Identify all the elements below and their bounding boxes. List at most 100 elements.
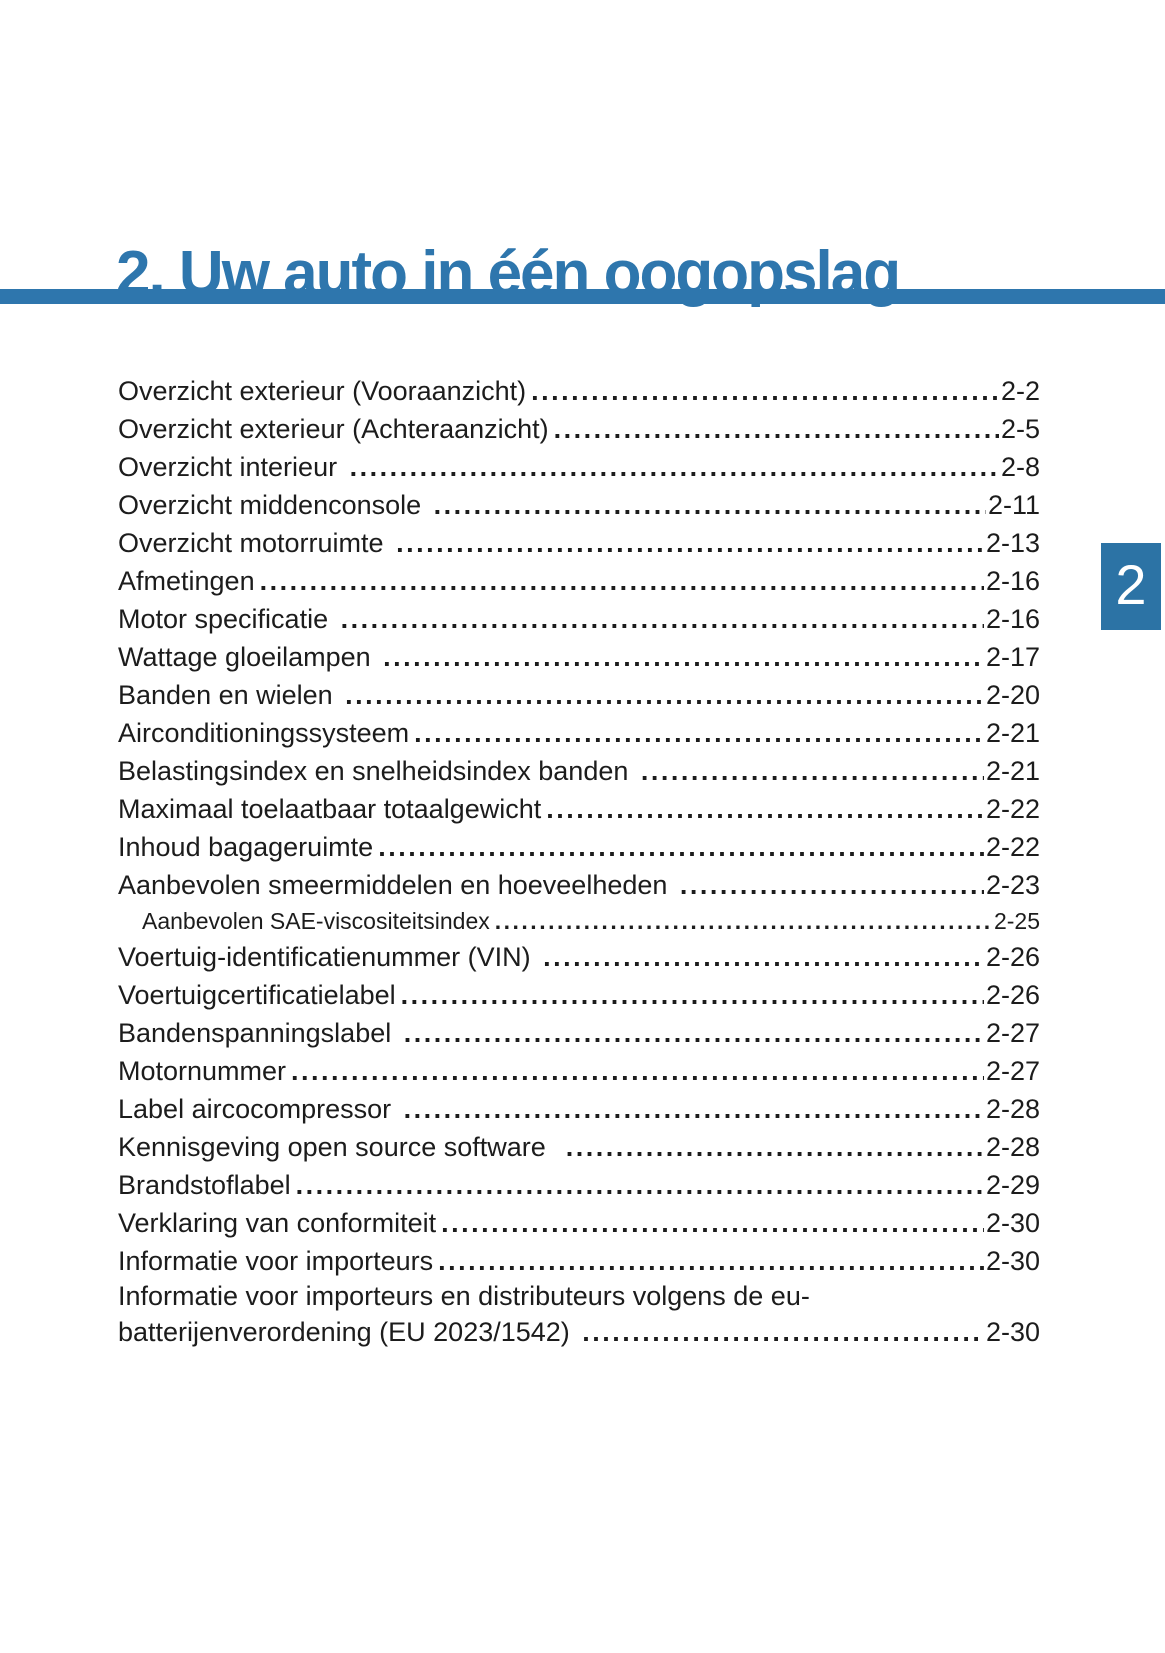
toc-dot-leader: ........................................…: [295, 1170, 984, 1200]
toc-dot-leader: ........................................…: [640, 756, 984, 786]
chapter-tab-number: 2: [1115, 552, 1147, 616]
toc-entry-label: Belastingsindex en snelheidsindex banden: [118, 756, 636, 786]
toc-entry[interactable]: Bandenspanningslabel ...................…: [118, 1014, 1040, 1052]
toc-dot-leader: ........................................…: [553, 414, 999, 444]
toc-entry-label: Aanbevolen smeermiddelen en hoeveelheden: [118, 870, 675, 900]
toc-entry[interactable]: Maximaal toelaatbaar totaalgewicht .....…: [118, 790, 1040, 828]
toc-entry-page: 2-21: [985, 718, 1040, 748]
toc-entry-page: 2-22: [985, 794, 1040, 824]
toc-entry-label: Voertuig-identificatienummer (VIN): [118, 942, 539, 972]
toc-entry-label: Banden en wielen: [118, 680, 341, 710]
toc-dot-leader: ........................................…: [340, 604, 984, 634]
toc-entry-page: 2-13: [985, 528, 1040, 558]
chapter-side-tab: 2: [1101, 543, 1161, 630]
table-of-contents: Overzicht exterieur (Vooraanzicht) .....…: [118, 372, 1040, 1351]
toc-entry-label: Motornummer: [118, 1056, 287, 1086]
toc-dot-leader: ........................................…: [259, 566, 984, 596]
toc-entry-page: 2-5: [1000, 414, 1040, 444]
toc-dot-leader: ........................................…: [383, 642, 984, 672]
toc-entry[interactable]: Airconditioningssysteem ................…: [118, 714, 1040, 752]
toc-dot-leader: ........................................…: [396, 528, 984, 558]
toc-entry[interactable]: Afmetingen .............................…: [118, 562, 1040, 600]
toc-entry-page: 2-20: [985, 680, 1040, 710]
toc-entry-label: Overzicht exterieur (Achteraanzicht): [118, 414, 549, 444]
toc-entry-label-line1: Informatie voor importeurs en distribute…: [118, 1281, 810, 1311]
toc-entry-page: 2-28: [985, 1094, 1040, 1124]
toc-entry-label: Kennisgeving open source software: [118, 1132, 561, 1162]
toc-entry-label: Voertuigcertificatielabel: [118, 980, 396, 1010]
toc-entry[interactable]: Overzicht exterieur (Achteraanzicht) ...…: [118, 410, 1040, 448]
toc-entry[interactable]: Overzicht motorruimte ..................…: [118, 524, 1040, 562]
toc-entry[interactable]: Voertuigcertificatielabel ..............…: [118, 976, 1040, 1014]
toc-dot-leader: ........................................…: [679, 870, 984, 900]
toc-entry[interactable]: Motor specificatie .....................…: [118, 600, 1040, 638]
toc-entry-page: 2-22: [985, 832, 1040, 862]
toc-entry-label: Airconditioningssysteem: [118, 718, 410, 748]
toc-dot-leader: ........................................…: [345, 680, 984, 710]
toc-dot-leader: ........................................…: [378, 832, 984, 862]
toc-entry-page: 2-23: [985, 870, 1040, 900]
toc-entry-label: Brandstoflabel: [118, 1170, 291, 1200]
toc-entry-label: Overzicht middenconsole: [118, 490, 429, 520]
toc-entry[interactable]: Brandstoflabel .........................…: [118, 1166, 1040, 1204]
toc-entry-label: Overzicht interieur: [118, 452, 345, 482]
toc-entry[interactable]: Belastingsindex en snelheidsindex banden…: [118, 752, 1040, 790]
toc-entry[interactable]: Overzicht exterieur (Vooraanzicht) .....…: [118, 372, 1040, 410]
toc-entry-label: Wattage gloeilampen: [118, 642, 379, 672]
toc-entry[interactable]: Verklaring van conformiteit ............…: [118, 1204, 1040, 1242]
toc-entry-label: Label aircocompressor: [118, 1094, 399, 1124]
toc-entry-page: 2-26: [985, 980, 1040, 1010]
toc-dot-leader: ........................................…: [494, 908, 992, 934]
toc-entry[interactable]: Overzicht middenconsole ................…: [118, 486, 1040, 524]
toc-entry-page: 2-16: [985, 566, 1040, 596]
toc-entry-label: Informatie voor importeurs: [118, 1246, 434, 1276]
toc-entry[interactable]: Informatie voor importeurs en distribute…: [118, 1280, 1040, 1351]
toc-dot-leader: ........................................…: [403, 1094, 984, 1124]
toc-entry-page: 2-8: [1000, 452, 1040, 482]
toc-dot-leader: ........................................…: [441, 1208, 984, 1238]
toc-entry-label: Overzicht exterieur (Vooraanzicht): [118, 376, 527, 406]
toc-dot-leader: ........................................…: [403, 1018, 984, 1048]
toc-entry-page: 2-30: [985, 1246, 1040, 1276]
toc-entry-label: Afmetingen: [118, 566, 255, 596]
toc-dot-leader: ........................................…: [438, 1246, 984, 1276]
toc-entry[interactable]: Kennisgeving open source software ......…: [118, 1128, 1040, 1166]
toc-entry-page: 2-2: [1000, 376, 1040, 406]
toc-dot-leader: ........................................…: [400, 980, 984, 1010]
toc-entry-page: 2-16: [985, 604, 1040, 634]
toc-entry-page: 2-26: [985, 942, 1040, 972]
toc-entry[interactable]: Label aircocompressor ..................…: [118, 1090, 1040, 1128]
toc-dot-leader: ........................................…: [291, 1056, 984, 1086]
toc-entry[interactable]: Aanbevolen smeermiddelen en hoeveelheden…: [118, 866, 1040, 904]
toc-entry[interactable]: Overzicht interieur ....................…: [118, 448, 1040, 486]
title-divider-rule: [0, 289, 1165, 304]
toc-entry-page: 2-30: [985, 1208, 1040, 1238]
toc-entry[interactable]: Motornummer ............................…: [118, 1052, 1040, 1090]
toc-entry-page: 2-27: [985, 1056, 1040, 1086]
toc-dot-leader: ........................................…: [582, 1317, 984, 1347]
toc-entry-page: 2-27: [985, 1018, 1040, 1048]
toc-dot-leader: ........................................…: [349, 452, 999, 482]
toc-entry-page: 2-21: [985, 756, 1040, 786]
toc-entry[interactable]: Informatie voor importeurs .............…: [118, 1242, 1040, 1280]
toc-entry-label: Verklaring van conformiteit: [118, 1208, 437, 1238]
toc-entry-label-line2: batterijenverordening (EU 2023/1542): [118, 1317, 578, 1347]
toc-entry[interactable]: Banden en wielen .......................…: [118, 676, 1040, 714]
toc-entry-label: Maximaal toelaatbaar totaalgewicht: [118, 794, 542, 824]
toc-entry-page: 2-17: [985, 642, 1040, 672]
toc-entry-page: 2-28: [985, 1132, 1040, 1162]
toc-entry-label: Inhoud bagageruimte: [118, 832, 374, 862]
toc-dot-leader: ........................................…: [546, 794, 984, 824]
toc-entry-label: Motor specificatie: [118, 604, 336, 634]
toc-entry[interactable]: Aanbevolen SAE-viscositeitsindex .......…: [118, 904, 1040, 938]
toc-dot-leader: ........................................…: [433, 490, 986, 520]
toc-entry-label: Aanbevolen SAE-viscositeitsindex: [142, 908, 490, 934]
toc-entry-page: 2-30: [985, 1317, 1040, 1347]
toc-entry[interactable]: Wattage gloeilampen ....................…: [118, 638, 1040, 676]
toc-dot-leader: ........................................…: [531, 376, 999, 406]
toc-entry[interactable]: Inhoud bagageruimte ....................…: [118, 828, 1040, 866]
toc-entry-page: 2-11: [987, 490, 1040, 520]
toc-dot-leader: ........................................…: [565, 1132, 984, 1162]
toc-entry[interactable]: Voertuig-identificatienummer (VIN) .....…: [118, 938, 1040, 976]
